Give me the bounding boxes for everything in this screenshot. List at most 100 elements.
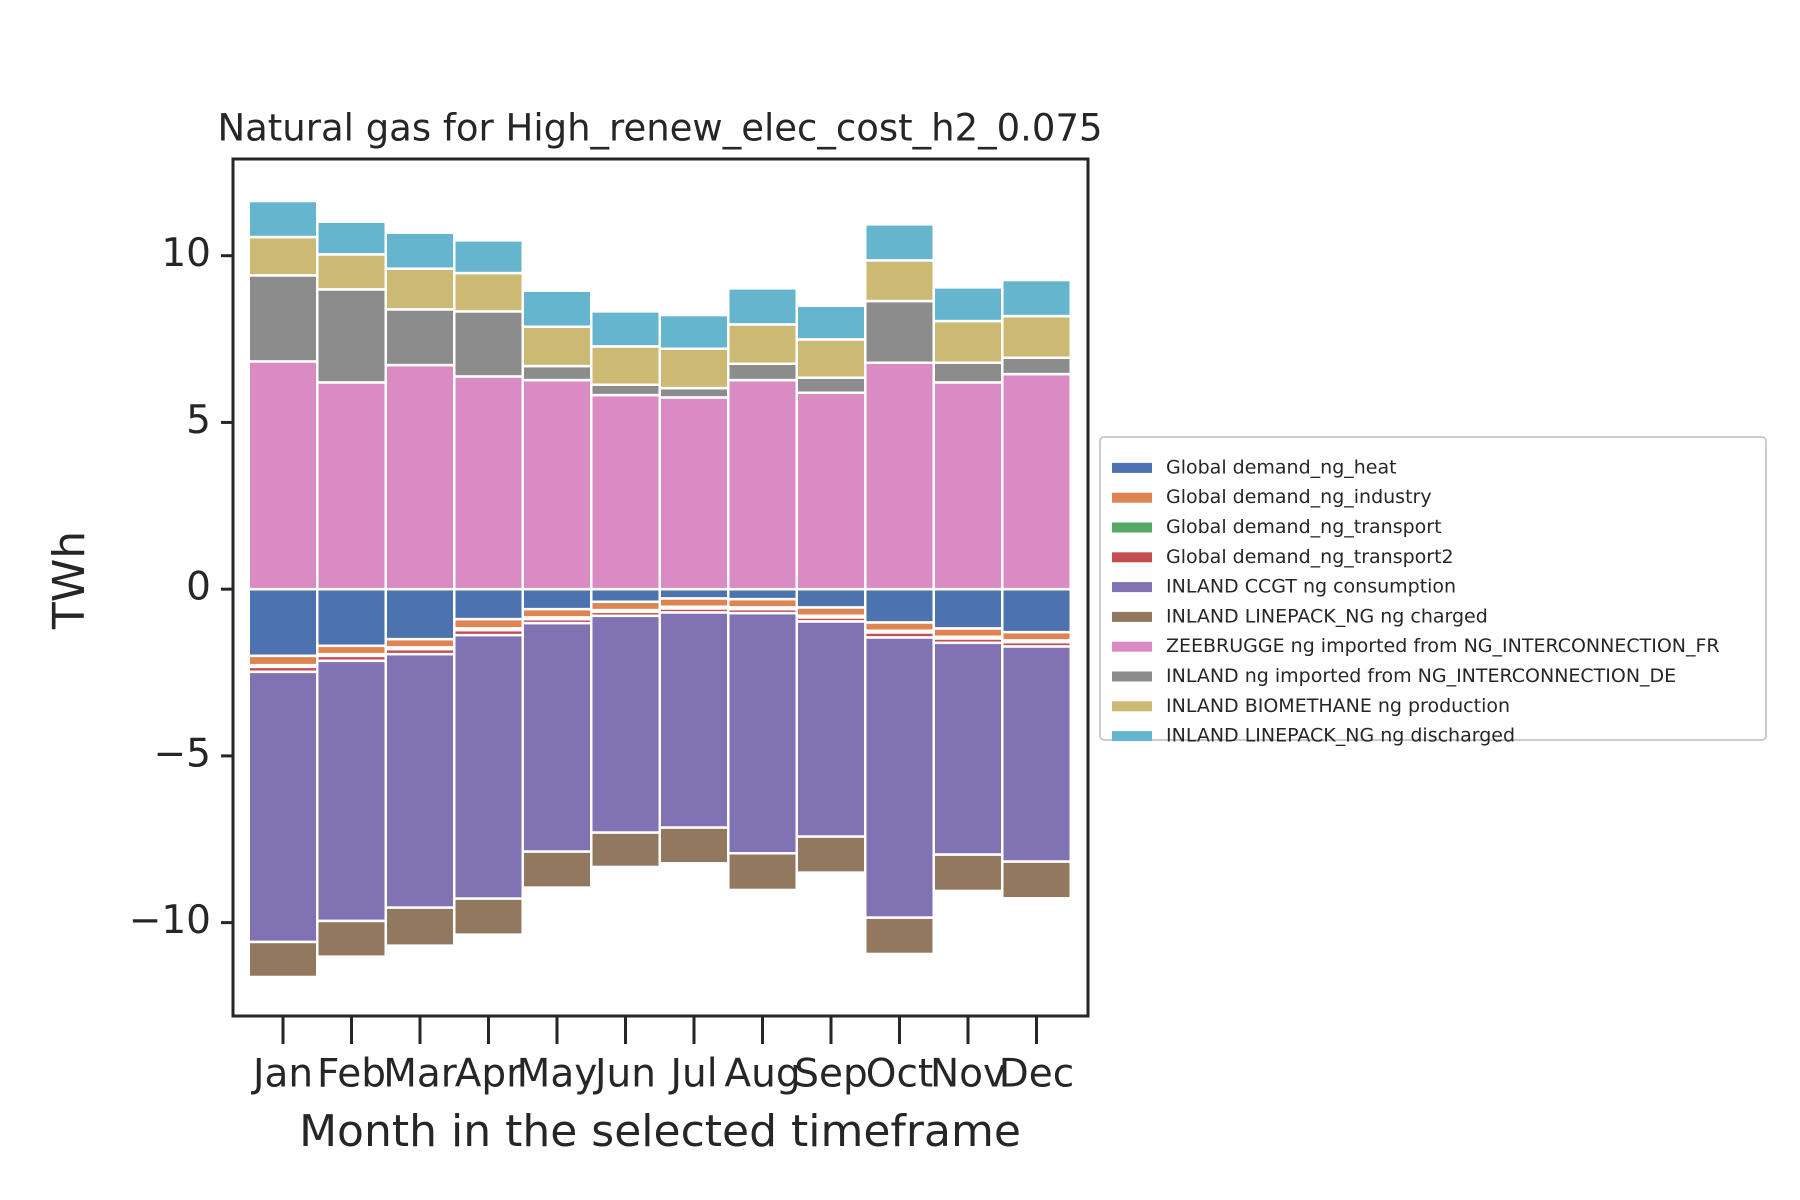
bar-segment [521, 378, 593, 591]
bar-segment [1001, 356, 1072, 376]
x-axis-label: Month in the selected timeframe [299, 1106, 1021, 1157]
bar-segment [727, 597, 798, 609]
bar-segment [316, 587, 387, 648]
bar-segment [384, 652, 456, 909]
bar-segment [247, 670, 319, 944]
x-tick-label: Nov [930, 1052, 1006, 1097]
bar-segment [864, 587, 935, 624]
bar-segment [590, 614, 661, 834]
bar-segment [453, 617, 524, 630]
bar-segment [521, 621, 593, 853]
legend-label: Global demand_ng_transport [1166, 516, 1442, 538]
legend-label: INLAND BIOMETHANE ng production [1166, 695, 1510, 717]
bar-segment [590, 600, 661, 612]
bar-segment [727, 611, 798, 855]
legend-label: INLAND ng imported from NG_INTERCONNECTI… [1166, 665, 1676, 687]
x-tick-label: Jul [667, 1052, 717, 1097]
bar-segment [384, 587, 456, 641]
y-tick-label: −5 [154, 731, 212, 776]
x-tick-label: Jan [250, 1052, 313, 1097]
legend-frame [1099, 436, 1767, 741]
legend-swatch [1112, 731, 1152, 742]
legend-label: INLAND CCGT ng consumption [1166, 576, 1456, 598]
bar-segment [384, 906, 456, 947]
legend-swatch [1112, 462, 1152, 473]
bar-segment [795, 587, 867, 609]
bar-segment [521, 289, 593, 328]
x-tick-label: Jun [592, 1052, 656, 1097]
bar-segment [658, 313, 730, 350]
bar-segment [1001, 372, 1072, 591]
x-tick-label: Mar [383, 1052, 458, 1097]
bar-segment [795, 620, 867, 838]
bar-segment [658, 611, 730, 829]
bar-segment [384, 637, 456, 649]
bar-segment [316, 644, 387, 656]
bar-segment [453, 897, 524, 936]
bar-segment [727, 852, 798, 892]
x-tick-label: Oct [866, 1052, 933, 1097]
bar-segment [658, 347, 730, 390]
bar-segment [247, 654, 319, 667]
bar-segment [658, 396, 730, 591]
bar-segment [1001, 278, 1072, 318]
bar-segment [590, 345, 661, 387]
legend-label: Global demand_ng_heat [1166, 456, 1397, 478]
bar-segment [590, 383, 661, 397]
legend-swatch [1112, 552, 1152, 563]
x-tick-label: Sep [794, 1052, 868, 1097]
bar-segment [658, 826, 730, 865]
bar-segment [1001, 630, 1072, 642]
bar-segment [521, 607, 593, 619]
bar-segment [932, 381, 1004, 591]
bar-segment [932, 361, 1004, 384]
bar-segment [247, 235, 319, 277]
bar-segment [521, 587, 593, 611]
bar-segment [384, 231, 456, 270]
bar-segment [795, 835, 867, 874]
bar-segment [932, 587, 1004, 630]
bar-segment [521, 364, 593, 382]
bar-segment [316, 381, 387, 591]
bar-segment [453, 239, 524, 275]
bar-segment [316, 253, 387, 291]
y-tick-label: 10 [161, 231, 211, 276]
bar-segment [316, 919, 387, 958]
bar-segment [864, 916, 935, 956]
bar-segment [658, 587, 730, 600]
bar-segment [1001, 645, 1072, 863]
y-tick-label: −10 [129, 898, 211, 943]
legend-swatch [1112, 701, 1152, 712]
bar-segment [864, 621, 935, 633]
bar-segment [453, 310, 524, 378]
bar-segment [795, 304, 867, 341]
bar-segment [864, 223, 935, 262]
bar-segment [521, 850, 593, 889]
legend-swatch [1112, 492, 1152, 503]
bar-segment [658, 386, 730, 399]
bar-segment [247, 274, 319, 363]
legend-label: Global demand_ng_transport2 [1166, 546, 1454, 568]
bar-segment [384, 267, 456, 311]
bar-segment [590, 310, 661, 348]
bar-segment [932, 319, 1004, 364]
bar-segment [864, 636, 935, 919]
bar-segment [453, 375, 524, 591]
bar-segment [453, 271, 524, 313]
legend-label: ZEEBRUGGE ng imported from NG_INTERCONNE… [1166, 635, 1720, 657]
bar-segment [453, 633, 524, 900]
bar-segment [384, 308, 456, 367]
bar-segment [864, 259, 935, 303]
x-tick-label: Feb [317, 1052, 386, 1097]
legend: Global demand_ng_heat Global demand_ng_in… [1099, 436, 1767, 747]
bar-segment [727, 323, 798, 365]
y-tick-label: 5 [186, 398, 211, 443]
plot-frame [231, 157, 1090, 1018]
bar-segment [932, 286, 1004, 323]
bar-segment [795, 606, 867, 618]
bar-segment [1001, 860, 1072, 900]
bar-segment [247, 940, 319, 979]
bar-segment [590, 831, 661, 869]
bar-segment [453, 587, 524, 621]
